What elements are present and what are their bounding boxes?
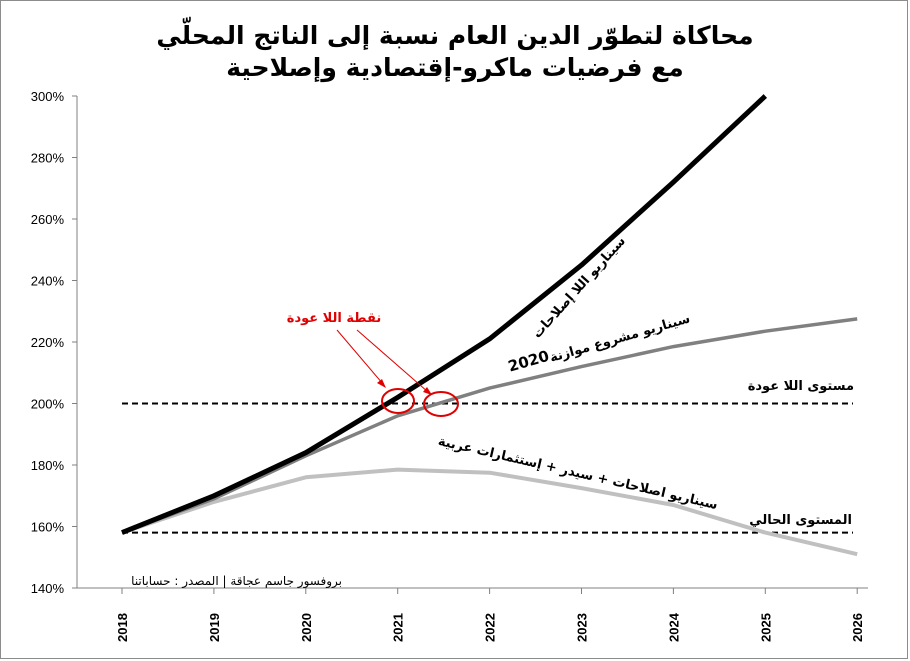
y-tick-label: 300% <box>31 89 65 104</box>
series-line-0 <box>121 94 768 535</box>
x-tick-label: 2022 <box>483 613 498 642</box>
series-line-2 <box>121 467 858 557</box>
y-tick-label: 260% <box>31 212 65 227</box>
reference-lines <box>122 402 853 534</box>
x-tick-label: 2018 <box>115 613 130 642</box>
x-tick-label: 2021 <box>391 613 406 642</box>
callout-arrow-1 <box>336 329 384 385</box>
crossing-marker-no-reform <box>381 388 415 414</box>
crossing-marker-budget <box>423 391 459 417</box>
ref-label-current: المستوى الحالي <box>749 513 852 528</box>
source-note: بروفسور جاسم عجاقة | المصدر : حساباتنا <box>131 574 342 589</box>
x-tick-label: 2024 <box>666 612 681 642</box>
series-lines <box>121 94 858 557</box>
y-tick-label: 180% <box>31 458 65 473</box>
x-tick-label: 2023 <box>575 613 590 642</box>
no-reform-label: سيناريو اللا إصلاحات <box>530 234 629 342</box>
budget-label-line2: 2020 <box>506 347 551 376</box>
y-tick-label: 280% <box>31 151 65 166</box>
chart-title-line1: محاكاة لتطوّر الدين العام نسبة إلى النات… <box>156 17 753 51</box>
x-tick-labels: 2018 2019 2020 2021 2022 2023 2024 2025 2026 <box>115 588 865 642</box>
x-tick-label: 2026 <box>850 613 865 642</box>
y-tick-label: 220% <box>31 335 65 350</box>
y-tick-labels: 140% 160% 180% 200% 220% 240% 260% 280% 300% <box>31 89 77 596</box>
x-tick-label: 2019 <box>207 613 222 642</box>
y-tick-label: 140% <box>31 581 65 596</box>
callout-arrowhead-1 <box>377 379 386 388</box>
y-tick-label: 200% <box>31 397 65 412</box>
ref-label-no-return: مستوى اللا عودة <box>748 379 854 394</box>
callout-arrow-2 <box>356 329 429 393</box>
x-tick-label: 2020 <box>299 613 314 642</box>
chart-title-line2: مع فرضيات ماكرو-إقتصادية وإصلاحية <box>226 53 684 83</box>
callout-arrowhead-2 <box>423 387 432 395</box>
no-return-point-label: نقطة اللا عودة <box>287 311 381 326</box>
series-line-1 <box>121 317 858 535</box>
y-tick-label: 240% <box>31 274 65 289</box>
x-tick-label: 2025 <box>758 613 773 642</box>
y-tick-label: 160% <box>31 520 65 535</box>
